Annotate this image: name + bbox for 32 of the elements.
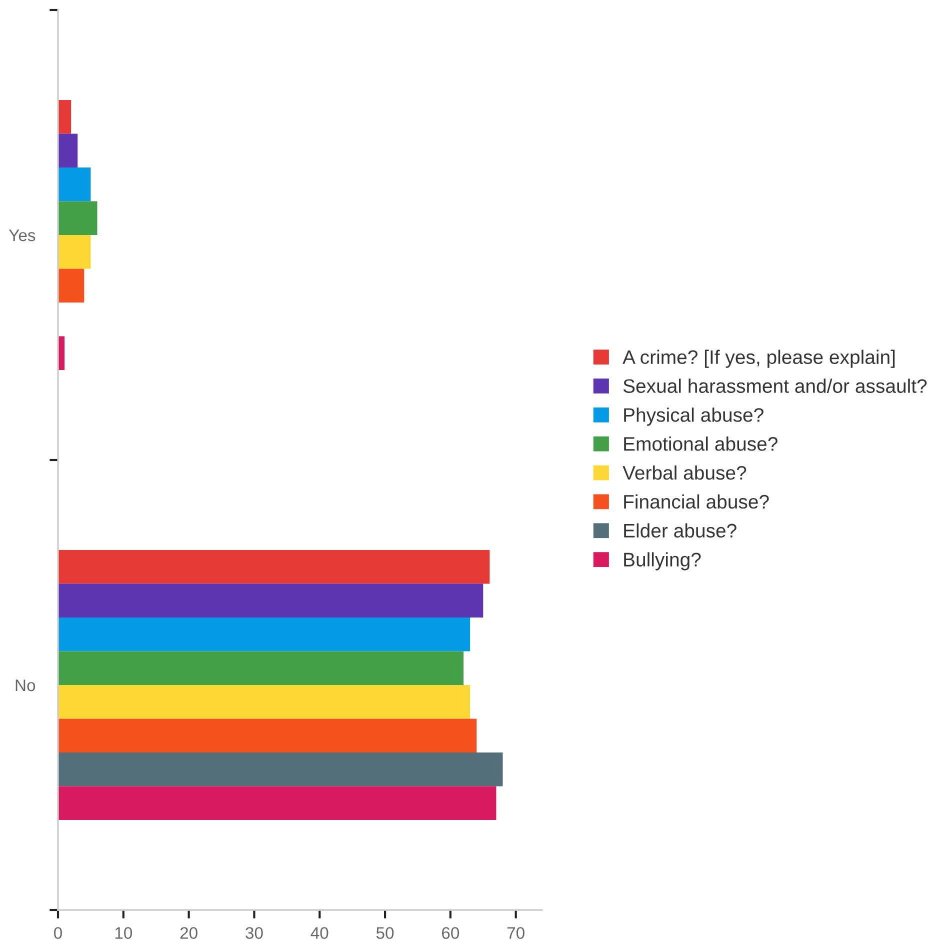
bar	[58, 618, 470, 652]
x-tick-label: 70	[507, 927, 524, 939]
bar	[58, 786, 496, 820]
bar	[58, 235, 91, 269]
bar	[58, 584, 484, 618]
x-tick-label: 20	[180, 927, 198, 939]
bar	[58, 550, 490, 584]
y-tick-label: No	[16, 680, 36, 692]
x-tick-label: 10	[115, 927, 132, 939]
bar	[58, 752, 503, 786]
legend-label: Elder abuse?	[624, 523, 736, 538]
bar	[58, 168, 91, 202]
legend-label: Physical abuse?	[624, 408, 764, 426]
y-tick-label: Yes	[8, 230, 36, 242]
x-tick-label: 40	[310, 927, 328, 939]
legend-label: Emotional abuse?	[624, 436, 778, 451]
legend-label: Sexual harassment and/or assault?	[623, 378, 927, 393]
bar	[58, 718, 477, 752]
bar	[58, 651, 464, 685]
x-tick-label: 30	[246, 927, 263, 939]
bar	[58, 268, 84, 302]
legend-label: Bullying?	[624, 552, 701, 570]
legend-label: Verbal abuse?	[622, 465, 746, 480]
legend-label: Financial abuse?	[624, 494, 769, 509]
bar	[58, 201, 98, 235]
legend-label: A crime? [If yes, please explain]	[622, 350, 895, 368]
x-tick-label: 60	[442, 927, 460, 939]
bar	[58, 134, 78, 168]
x-tick-label: 0	[54, 927, 62, 939]
x-tick-label: 50	[376, 927, 394, 939]
bar	[58, 100, 72, 134]
bar	[58, 685, 470, 719]
